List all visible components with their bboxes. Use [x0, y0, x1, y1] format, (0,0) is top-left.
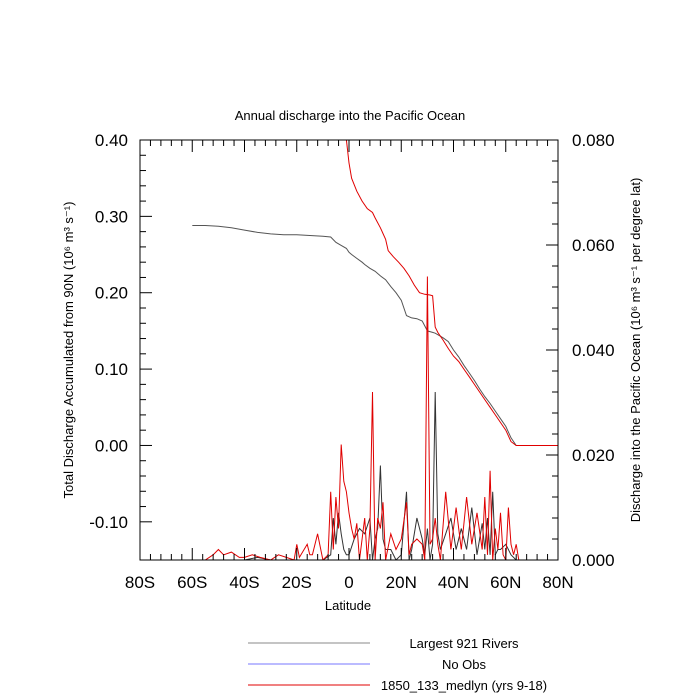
y-axis-right-label: Discharge into the Pacific Ocean (10⁶ m³…: [628, 178, 643, 523]
x-axis-label: Latitude: [325, 598, 371, 613]
legend-label: No Obs: [442, 657, 487, 672]
y-left-tick-label: 0.30: [95, 207, 128, 226]
plot-frame: [139, 139, 559, 561]
legend-label: 1850_133_medlyn (yrs 9-18): [381, 678, 547, 693]
x-tick-label: 20N: [386, 573, 417, 592]
y-right-tick-label: 0.060: [572, 236, 615, 255]
x-tick-label: 40S: [229, 573, 259, 592]
legend-label: Largest 921 Rivers: [409, 636, 519, 651]
y-left-tick-label: 0.40: [95, 131, 128, 150]
y-right-tick-label: 0.020: [572, 446, 615, 465]
y-left-tick-label: 0.20: [95, 284, 128, 303]
series-line-2: [345, 140, 558, 446]
x-tick-label: 20S: [282, 573, 312, 592]
axes-layer: 80S 60S 40S 20S 0 20N 40N 60N 80N -0.10 0.00 0.10 0.…: [89, 131, 614, 592]
series-line-3: [192, 391, 558, 560]
series-line-4: [140, 276, 558, 560]
y-right-tick-label: 0.080: [572, 131, 615, 150]
y-left-tick-label: -0.10: [89, 513, 128, 532]
series-line-0: [192, 225, 558, 446]
x-tick-label: 80N: [542, 573, 573, 592]
x-tick-label: 80S: [125, 573, 155, 592]
x-tick-label: 40N: [438, 573, 469, 592]
y-right-tick-label: 0.040: [572, 341, 615, 360]
x-tick-label: 0: [344, 573, 353, 592]
y-axis-left-label: Total Discharge Accumulated from 90N (10…: [61, 202, 76, 499]
x-tick-label: 60S: [177, 573, 207, 592]
y-left-tick-label: 0.00: [95, 436, 128, 455]
series-layer: [140, 140, 558, 560]
y-right-tick-label: 0.000: [572, 551, 615, 570]
x-tick-label: 60N: [490, 573, 521, 592]
chart-title: Annual discharge into the Pacific Ocean: [235, 108, 466, 123]
legend: Largest 921 Rivers No Obs 1850_133_medlyn …: [248, 636, 547, 693]
y-left-tick-label: 0.10: [95, 360, 128, 379]
